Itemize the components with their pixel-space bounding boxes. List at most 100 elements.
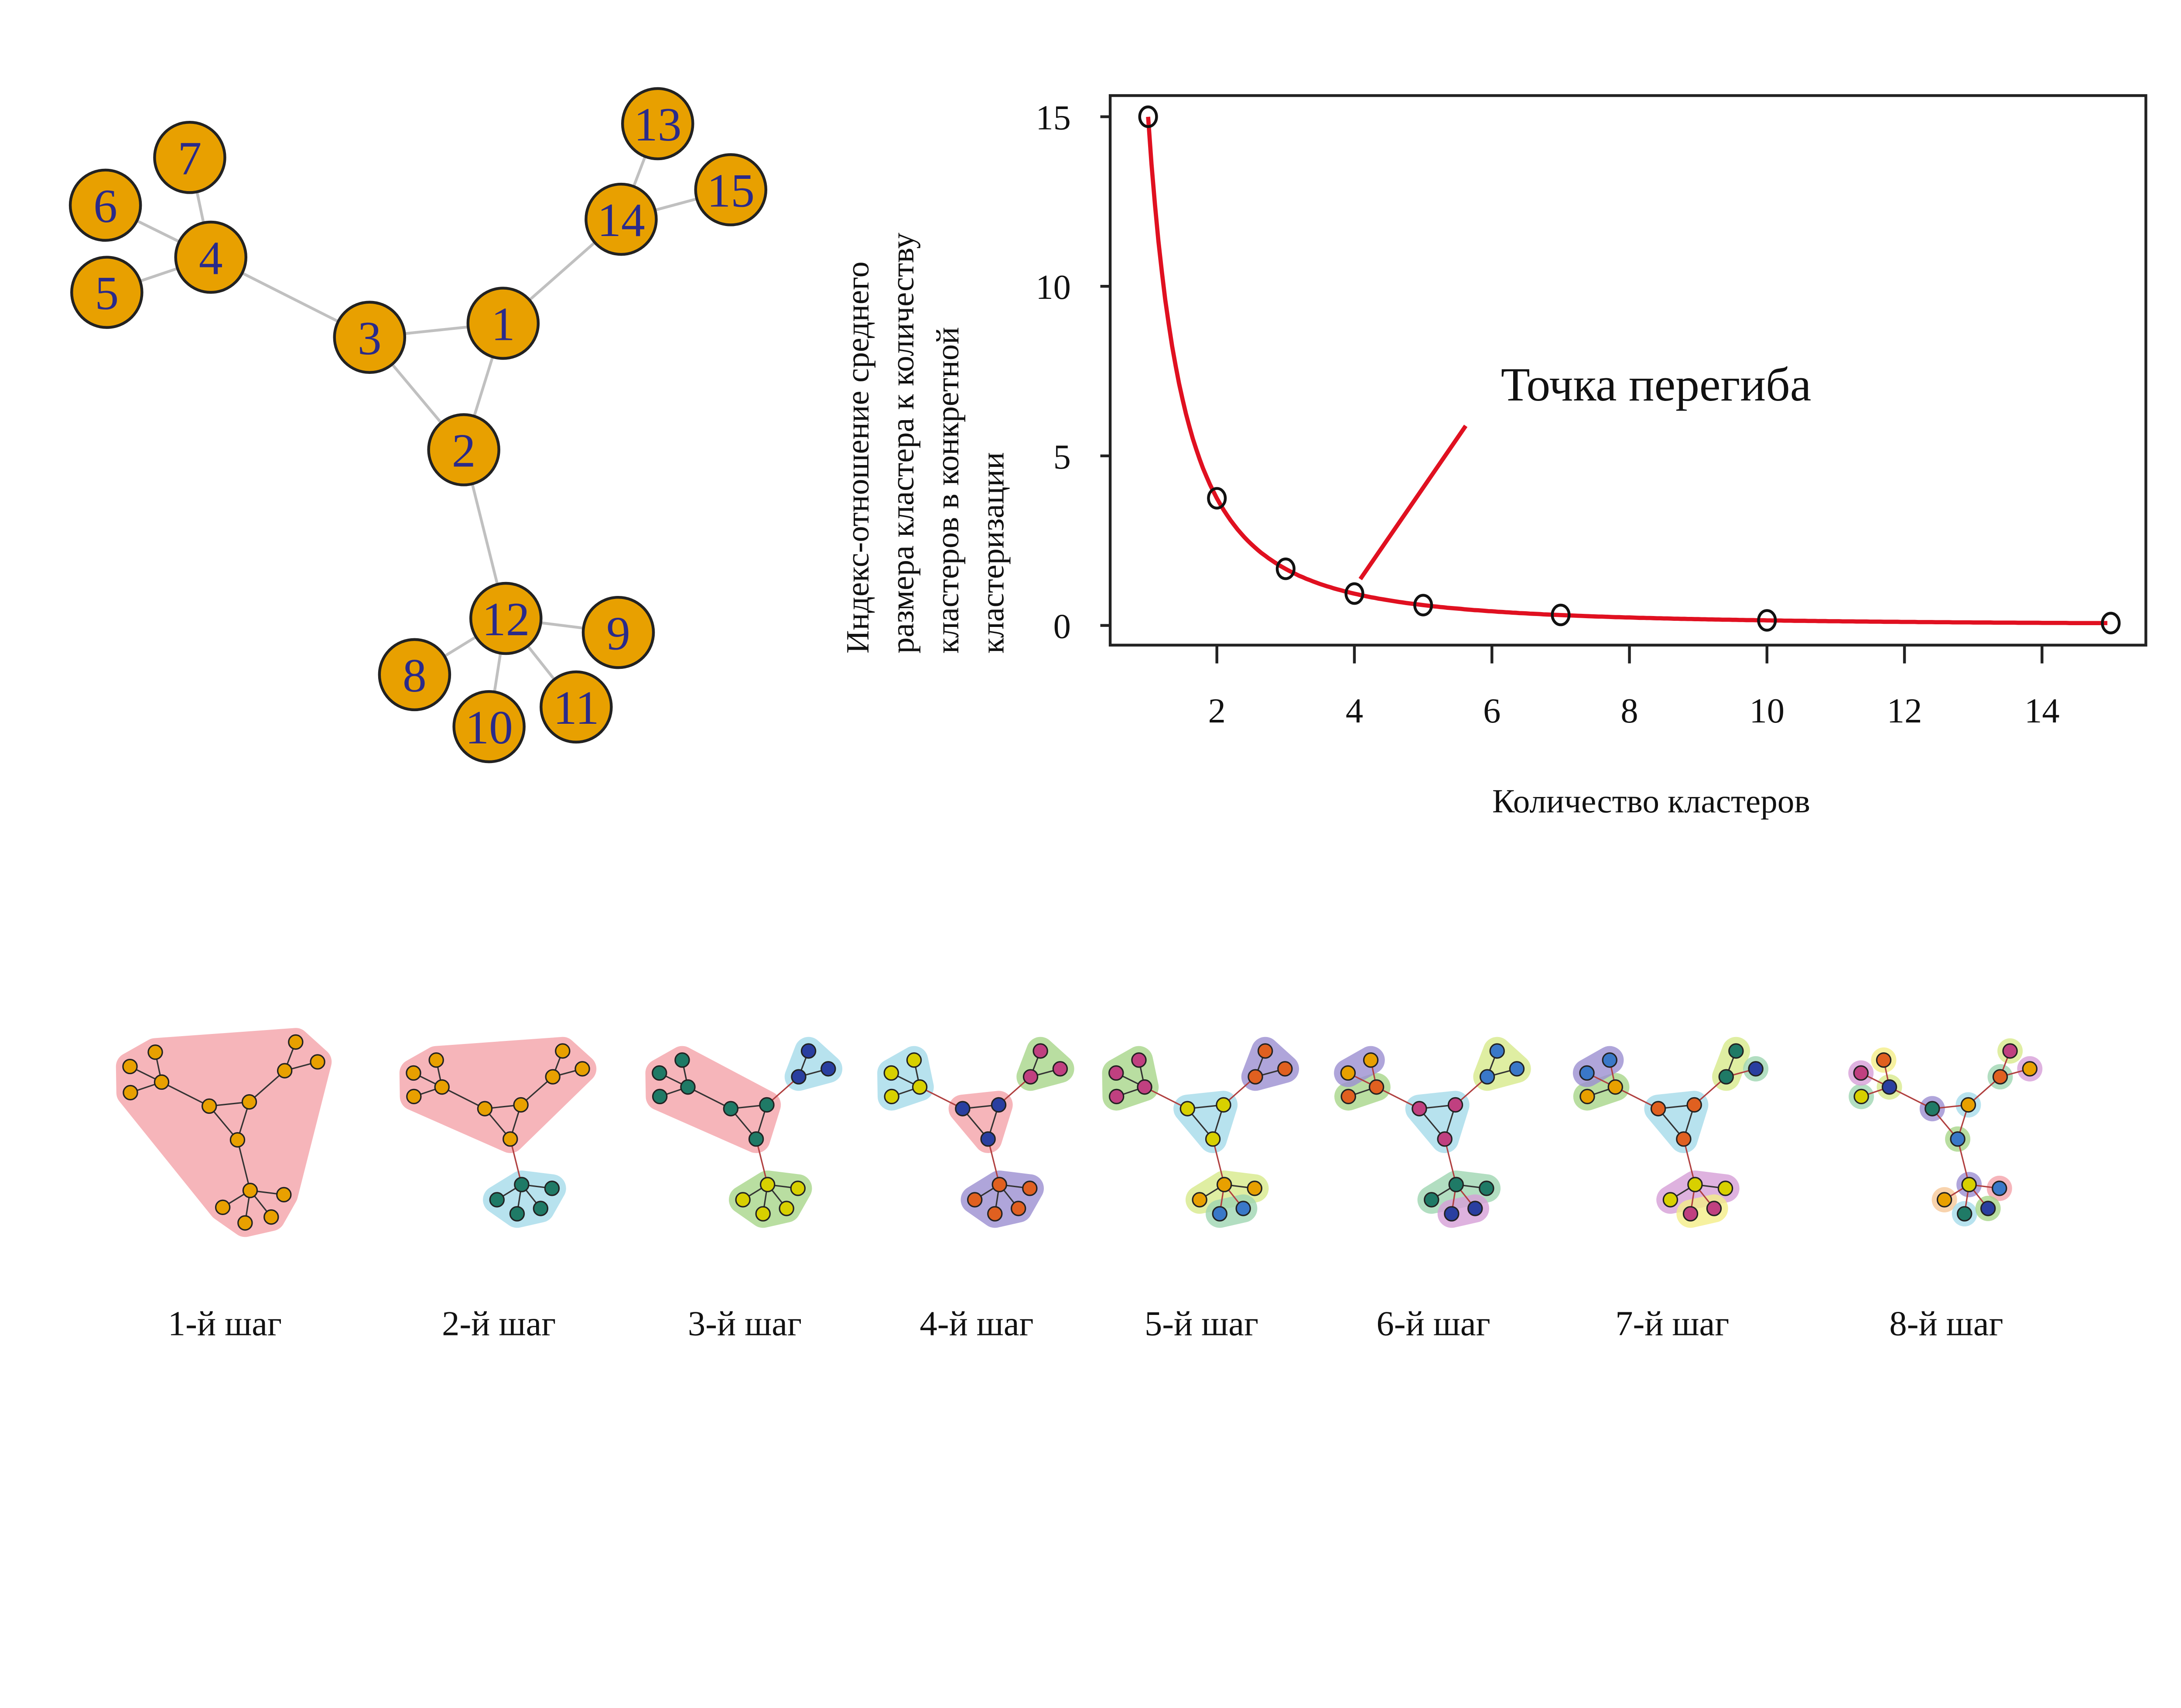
step-node [545, 1069, 561, 1085]
step-node [1607, 1079, 1624, 1095]
graph-node: 7 [153, 121, 226, 194]
step-node [1950, 1131, 1966, 1147]
x-tick-label: 4 [1346, 691, 1363, 730]
step-node [1853, 1065, 1869, 1081]
step-node [1509, 1061, 1525, 1077]
step-node [503, 1131, 518, 1147]
step-node [1247, 1181, 1263, 1196]
step-node [1687, 1177, 1703, 1192]
step-edge [1144, 1086, 1188, 1109]
step-node [555, 1043, 571, 1059]
step-node [1216, 1177, 1232, 1192]
step-edge [687, 1086, 732, 1109]
step-node [229, 1132, 246, 1148]
step-node [884, 1088, 899, 1105]
step-node [1728, 1043, 1744, 1059]
step-node [1108, 1088, 1125, 1105]
node-label: 13 [634, 98, 682, 151]
node-label: 6 [93, 179, 117, 233]
step-node [276, 1187, 292, 1203]
step-node [1437, 1131, 1453, 1147]
step-edge [1683, 1139, 1696, 1185]
step-node [1205, 1131, 1221, 1147]
step-node [1011, 1201, 1026, 1216]
step-node [544, 1181, 560, 1196]
step-node [1717, 1181, 1733, 1196]
step-node [154, 1074, 170, 1090]
step-diagram: 2-й шаг [399, 1037, 597, 1343]
step-node [1960, 1097, 1976, 1113]
step-label: 7-й шаг [1615, 1304, 1729, 1343]
node-label: 5 [95, 267, 119, 320]
step-node [1032, 1043, 1048, 1059]
step-node [1131, 1052, 1147, 1068]
step-node [1961, 1177, 1977, 1192]
graph-node: 1 [466, 287, 540, 360]
step-node [759, 1097, 775, 1113]
step-edge [1444, 1139, 1457, 1185]
step-node [1448, 1177, 1464, 1192]
step-node [1876, 1052, 1892, 1068]
step-node [674, 1052, 690, 1068]
graph-node: 15 [694, 153, 768, 226]
step-label: 6-й шаг [1377, 1304, 1490, 1343]
y-label-line: размера кластера к количеству [885, 233, 921, 654]
node-label: 10 [465, 701, 513, 754]
step-node [1248, 1069, 1263, 1085]
step-node [574, 1061, 590, 1077]
step-node [1662, 1192, 1678, 1208]
step-node [1980, 1201, 1996, 1216]
x-tick-label: 10 [1750, 691, 1785, 730]
step-node [820, 1061, 836, 1077]
x-axis-label: Количество кластеров [1492, 782, 1810, 820]
step-node [288, 1034, 304, 1050]
step-node [1340, 1088, 1356, 1105]
step-label: 5-й шаг [1145, 1304, 1258, 1343]
x-tick-label: 8 [1620, 691, 1638, 730]
y-tick-label: 5 [1053, 438, 1071, 476]
step-node [1179, 1101, 1196, 1116]
node-label: 12 [482, 592, 530, 646]
step-node [489, 1192, 505, 1208]
node-label: 9 [606, 606, 630, 660]
step-node [1052, 1061, 1068, 1077]
x-tick-label: 12 [1887, 691, 1922, 730]
step-node [1992, 1069, 2008, 1085]
y-tick-label: 10 [1036, 268, 1071, 307]
step-node [759, 1177, 776, 1192]
step-node [1748, 1061, 1764, 1077]
step-diagram: 1-й шаг [116, 1028, 332, 1343]
step-node [1444, 1206, 1460, 1222]
step-edge [509, 1139, 523, 1185]
step-node [987, 1206, 1003, 1222]
x-tick-label: 2 [1208, 691, 1226, 730]
step-node [1853, 1088, 1869, 1105]
step-edge [987, 1139, 1000, 1185]
step-node [122, 1058, 138, 1075]
x-tick-label: 14 [2024, 691, 2060, 730]
step-edge [1212, 1139, 1225, 1185]
graph-node: 8 [378, 638, 451, 712]
data-point [1344, 582, 1364, 605]
x-tick-label: 6 [1483, 691, 1501, 730]
graph-node: 4 [174, 220, 248, 294]
data-point [1138, 105, 1158, 128]
step-node [1957, 1206, 1972, 1222]
step-node [277, 1063, 293, 1078]
graph-node: 3 [333, 301, 407, 374]
step-node [1467, 1201, 1483, 1216]
node-label: 3 [358, 311, 382, 365]
step-node [1022, 1069, 1039, 1085]
graph-node: 12 [469, 582, 543, 655]
step-node [2022, 1061, 2038, 1077]
step-node [406, 1065, 421, 1081]
step-node [1925, 1101, 1940, 1116]
y-tick-label: 0 [1053, 607, 1071, 646]
step-edge [1889, 1086, 1933, 1109]
step-diagram: 7-й шаг [1573, 1037, 1769, 1343]
step-node [1579, 1088, 1595, 1105]
step-node [912, 1079, 928, 1095]
step-node [652, 1065, 667, 1081]
